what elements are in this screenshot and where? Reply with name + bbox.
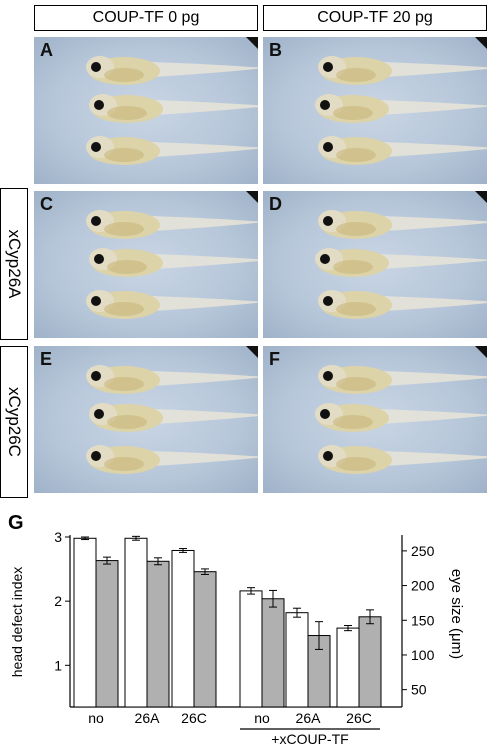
tadpole-embryo: [86, 210, 258, 239]
bar: [358, 616, 382, 708]
category-label: 26C: [181, 710, 207, 726]
header-coup-tf-20pg: COUP-TF 20 pg: [263, 5, 487, 31]
panel-f-image: F: [263, 346, 487, 493]
bar: [193, 571, 217, 708]
panel-a-label: A: [40, 40, 53, 60]
right-tick-label: 250: [411, 543, 435, 559]
tadpole-image: [86, 37, 258, 165]
panel-b-label: B: [269, 40, 282, 60]
category-label: 26A: [135, 710, 161, 726]
header-coup-tf-0pg-text: COUP-TF 0 pg: [92, 9, 200, 26]
tadpole-embryo: [86, 365, 258, 394]
tadpole-image: [315, 191, 487, 319]
tadpole-image: [86, 191, 258, 319]
tadpole-embryo: [86, 136, 258, 165]
tadpole-image: [315, 346, 487, 474]
bar: [73, 537, 97, 708]
panel-d-label: D: [269, 194, 282, 214]
category-label: no: [88, 710, 104, 726]
bar: [146, 560, 170, 708]
right-tick-label: 100: [411, 647, 435, 663]
category-label: 26C: [346, 710, 372, 726]
tadpole-embryo: [315, 94, 487, 123]
tadpole-embryo: [315, 248, 487, 277]
panel-b-image: B: [263, 37, 487, 184]
left-tick-label: 2: [54, 593, 62, 609]
tadpole-embryo: [318, 290, 487, 319]
bar-chart: 1 2 3 50 100 150 200 250 head defect index eye si…: [9, 529, 465, 747]
bar: [336, 627, 360, 708]
panel-d-image: D: [263, 191, 487, 338]
tadpole-embryo: [86, 290, 258, 319]
left-tick-label: 1: [54, 657, 62, 673]
tadpole-embryo: [86, 56, 258, 85]
category-label: 26A: [296, 710, 322, 726]
bar: [124, 537, 148, 708]
panel-g-label: G: [8, 512, 24, 534]
row-label-xcyp26c-text: xCyp26C: [5, 387, 24, 457]
tadpole-embryo: [318, 136, 487, 165]
tadpole-image: [86, 346, 258, 474]
panel-a-image: A: [34, 37, 258, 184]
tadpole-embryo: [318, 365, 487, 394]
header-coup-tf-20pg-text: COUP-TF 20 pg: [317, 9, 433, 26]
panel-c-label: C: [40, 194, 53, 214]
row-label-xcyp26a-text: xCyp26A: [5, 229, 24, 299]
tadpole-embryo: [86, 445, 258, 474]
row-label-xcyp26c: xCyp26C: [0, 346, 28, 498]
tadpole-embryo: [318, 210, 487, 239]
left-axis-title: head defect index: [9, 567, 25, 678]
panel-c-image: C: [34, 191, 258, 338]
right-tick-label: 150: [411, 612, 435, 628]
bar: [285, 612, 309, 708]
group-label: +xCOUP-TF: [271, 731, 348, 747]
bar: [261, 598, 285, 708]
tadpole-embryo: [315, 403, 487, 432]
right-tick-label: 200: [411, 578, 435, 594]
left-tick-label: 3: [54, 529, 62, 545]
header-coup-tf-0pg: COUP-TF 0 pg: [34, 5, 258, 31]
panel-e-image: E: [34, 346, 258, 493]
category-label: no: [254, 710, 270, 726]
tadpole-image: [315, 37, 487, 165]
row-label-xcyp26a: xCyp26A: [0, 188, 28, 340]
panel-f-label: F: [269, 349, 280, 369]
bar: [95, 560, 119, 708]
tadpole-embryo: [89, 248, 258, 277]
bar: [239, 590, 263, 708]
panel-e-label: E: [40, 349, 53, 369]
tadpole-embryo: [318, 56, 487, 85]
right-tick-label: 50: [411, 682, 427, 698]
right-axis-title: eye size (μm): [448, 569, 465, 659]
tadpole-embryo: [318, 445, 487, 474]
bar: [171, 549, 195, 708]
tadpole-embryo: [89, 94, 258, 123]
tadpole-embryo: [89, 403, 258, 432]
